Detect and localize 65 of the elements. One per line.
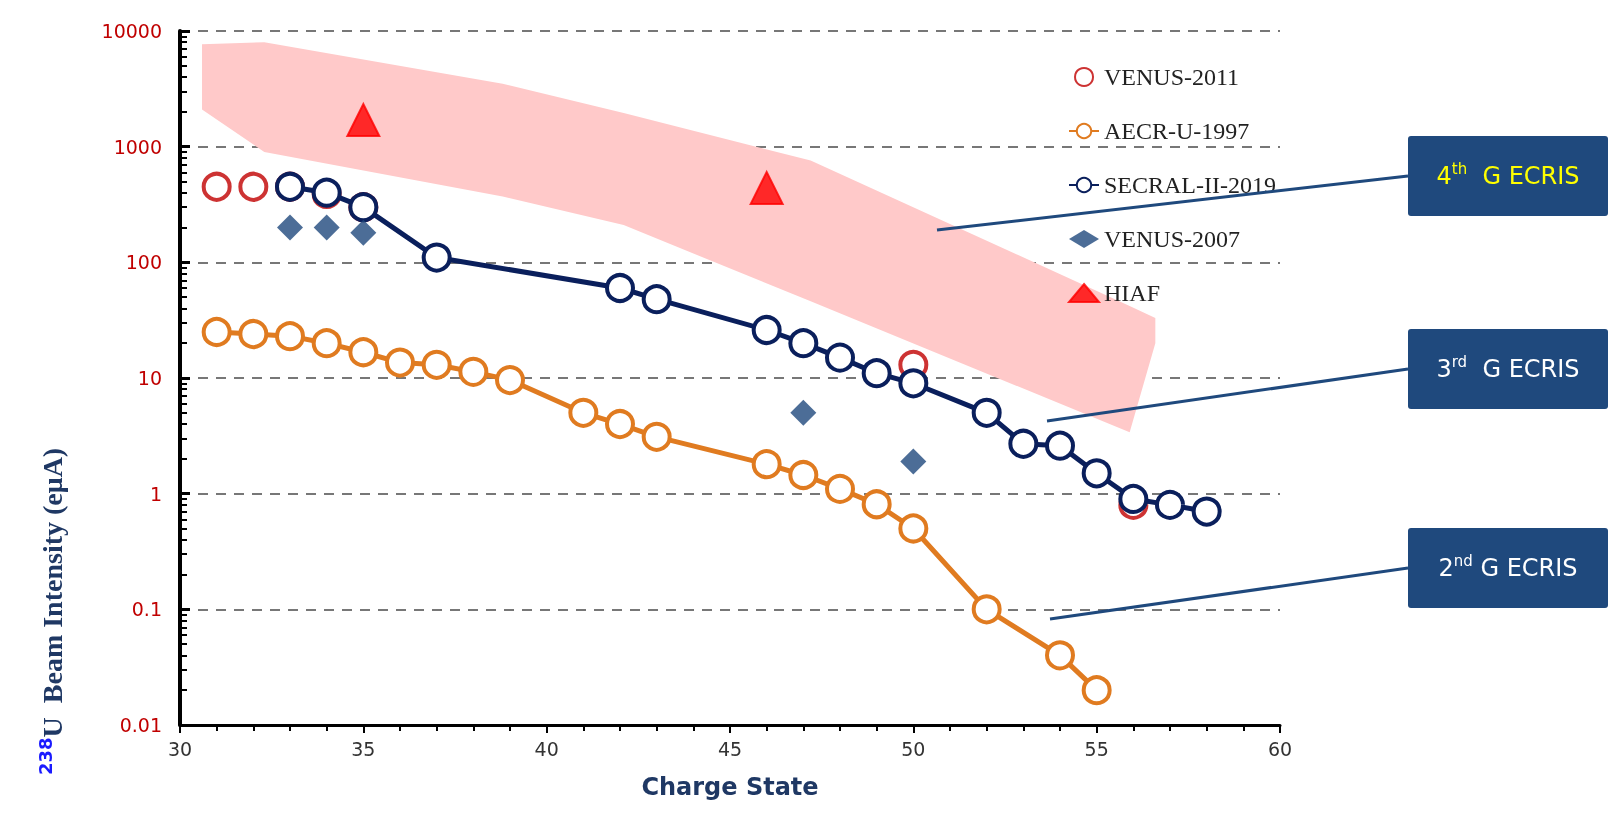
point [751, 315, 782, 345]
point [311, 328, 342, 359]
point [1045, 430, 1075, 461]
x-tick-label: 50 [901, 737, 926, 760]
point [971, 594, 1002, 625]
point [751, 449, 782, 480]
point [346, 103, 381, 138]
point [1118, 483, 1149, 514]
x-tick-label: 60 [1267, 737, 1293, 760]
point [641, 421, 672, 452]
point [825, 473, 855, 504]
point [313, 214, 340, 241]
point [1045, 640, 1075, 671]
x-tick-label: 40 [534, 737, 559, 760]
point [861, 358, 892, 389]
point [348, 337, 379, 368]
point [568, 397, 599, 428]
point [385, 347, 415, 378]
x-axis-title: Charge State [641, 773, 819, 801]
y-axis-title: 238U Beam Intensity (eμA) [34, 447, 68, 775]
point [788, 328, 819, 359]
point [898, 368, 929, 399]
y-tick-label: 1000 [113, 135, 162, 158]
point [238, 319, 269, 350]
point [1008, 428, 1039, 459]
point [1155, 489, 1185, 520]
point [421, 242, 452, 273]
point [749, 170, 784, 205]
point [825, 342, 855, 373]
point [238, 171, 269, 202]
point [421, 349, 452, 380]
point [277, 214, 303, 241]
x-tick-label: 45 [717, 737, 743, 760]
y-tick-label: 0.1 [131, 598, 162, 621]
x-tick-label: 35 [351, 737, 376, 760]
point [1191, 496, 1222, 527]
point [1081, 458, 1112, 489]
y-tick-label: 1 [149, 482, 162, 505]
y-tick-label: 10000 [101, 20, 162, 42]
point [605, 409, 635, 440]
point [458, 356, 489, 387]
point [971, 397, 1002, 428]
point [201, 316, 232, 347]
point [350, 219, 377, 246]
legend-label: AECR-U-1997 [1104, 118, 1250, 144]
legend-label: HIAF [1104, 280, 1161, 306]
point [201, 171, 232, 202]
point [275, 321, 305, 352]
y-tick-label: 0.01 [119, 714, 162, 736]
legend-label: VENUS-2007 [1104, 226, 1241, 252]
point [1081, 675, 1112, 706]
y-tick-label: 100 [125, 251, 162, 274]
x-tick-label: 30 [167, 737, 193, 760]
point [900, 448, 927, 475]
legend-label: VENUS-2011 [1104, 64, 1240, 90]
legend-label: SECRAL-II-2019 [1104, 172, 1276, 198]
point [788, 460, 819, 490]
x-tick-label: 55 [1084, 737, 1109, 760]
point [898, 513, 929, 544]
point [790, 399, 817, 426]
y-tick-label: 10 [137, 367, 162, 389]
point [641, 284, 672, 315]
point [605, 273, 635, 303]
point [495, 365, 525, 396]
point [861, 489, 892, 520]
